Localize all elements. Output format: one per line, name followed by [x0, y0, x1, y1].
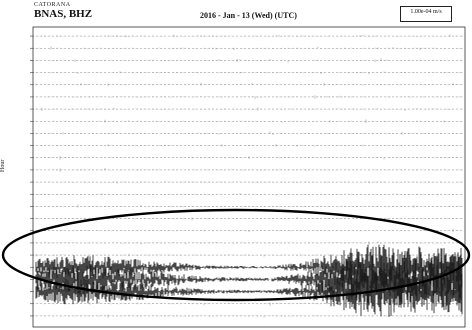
- station-label: BNAS, BHZ: [34, 8, 93, 20]
- trace-row-8: [35, 131, 463, 135]
- scale-box: 1.00e-04 m/s: [400, 6, 452, 22]
- chart-title: 2016 - Jan - 13 (Wed) (UTC): [200, 11, 297, 20]
- event-highlight-ellipse: [1, 208, 471, 302]
- trace-row-12: [35, 181, 463, 184]
- trace-row-17: [35, 241, 463, 245]
- trace-row-16: [35, 228, 463, 233]
- trace-row-21: [35, 266, 463, 317]
- y-tick-marks: [30, 35, 34, 317]
- trace-rows: [35, 34, 463, 318]
- network-label: CATORANA: [34, 2, 71, 8]
- plot-frame: [32, 26, 466, 328]
- trace-row-4: [35, 82, 463, 86]
- scale-label: 1.00e-04 m/s: [410, 9, 442, 15]
- trace-row-14: [35, 204, 463, 208]
